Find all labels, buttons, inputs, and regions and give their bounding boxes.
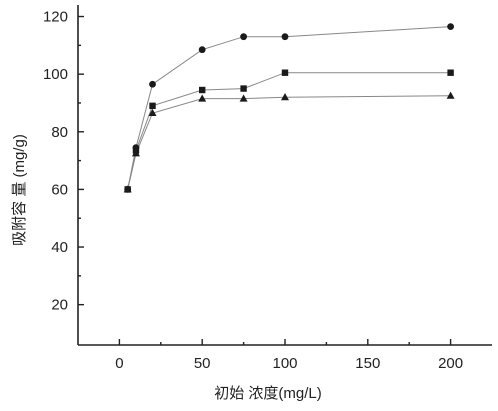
y-tick-label: 60 <box>51 181 68 198</box>
square-marker <box>240 85 247 92</box>
triangle-marker <box>281 93 289 101</box>
series-2-line <box>127 72 451 190</box>
circle-marker <box>198 46 206 54</box>
triangle-marker <box>446 91 455 99</box>
circle-marker <box>240 33 248 41</box>
triangle-marker <box>239 94 248 102</box>
series-markers <box>123 23 455 193</box>
x-tick-label: 100 <box>272 355 297 372</box>
triangle-marker <box>148 108 157 117</box>
x-axis-title: 初始 浓度(mg/L) <box>214 385 322 402</box>
triangle-marker <box>198 94 207 102</box>
axes <box>77 5 492 346</box>
circle-marker <box>281 33 289 41</box>
circle-marker <box>149 80 156 88</box>
y-tick-label: 120 <box>43 9 68 26</box>
square-marker <box>149 102 156 110</box>
axis-ticks <box>78 15 452 345</box>
square-marker <box>447 69 454 76</box>
series-1-line <box>127 26 451 190</box>
y-axis-title: 吸附容 量 (mg/g) <box>11 134 28 246</box>
square-marker <box>281 69 289 76</box>
circle-marker <box>447 23 454 31</box>
series-lines <box>127 26 451 190</box>
x-tick-label: 150 <box>355 355 380 372</box>
y-tick-label: 100 <box>43 66 68 83</box>
triangle-marker <box>123 185 132 193</box>
triangle-marker <box>131 149 140 157</box>
x-tick-label: 50 <box>194 355 211 372</box>
y-tick-label: 40 <box>51 239 68 256</box>
series-3-line <box>127 95 451 190</box>
x-tick-label: 0 <box>115 355 123 372</box>
axis-tick-labels: 20 40 60 80 100 120 0 50 100 150 200 <box>43 9 463 372</box>
y-tick-label: 20 <box>51 297 68 314</box>
y-tick-label: 80 <box>51 124 68 141</box>
square-marker <box>199 86 206 94</box>
x-tick-label: 200 <box>438 355 463 372</box>
